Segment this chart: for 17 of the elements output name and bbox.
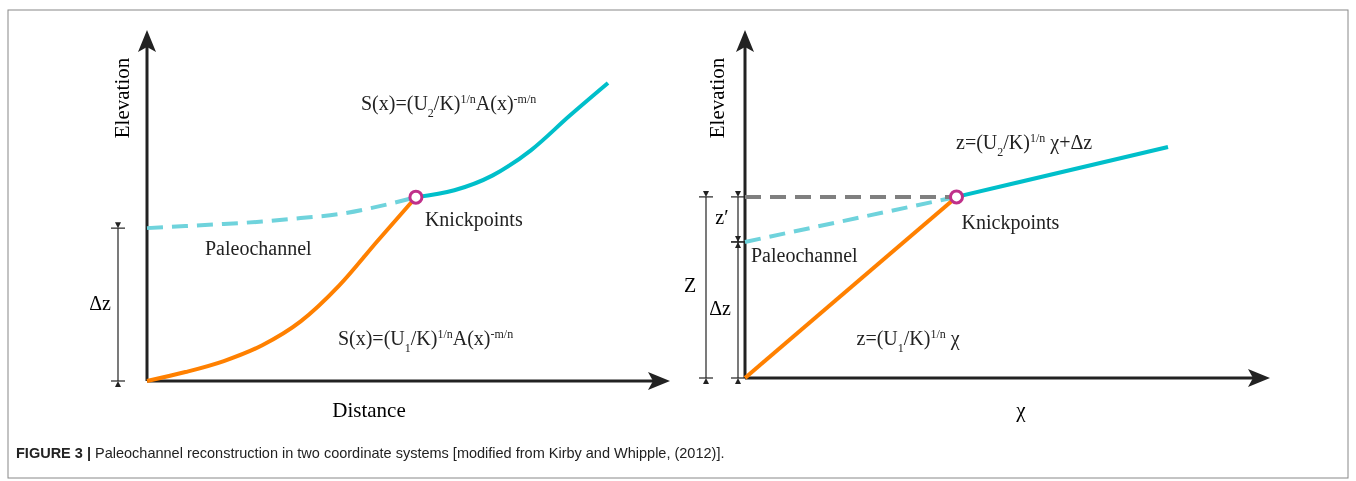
- x-axis-title: Distance: [332, 398, 406, 422]
- text: z′: [715, 206, 729, 229]
- caption: FIGURE 3 | Paleochannel reconstruction in two coordinate systems [modified from Kirby and Whipple, (2012)].: [16, 445, 725, 461]
- series-label: Paleochannel: [205, 237, 313, 260]
- series-label: z=(U$_{1}$/K)$^{1/n}$ χ: [856, 326, 960, 355]
- series-label: S(x)=(U$_{2}$/K)$^{1/n}$A(x)$^{-m/n}$: [361, 92, 537, 120]
- x-axis-title: χ: [1015, 398, 1027, 422]
- text: Δz: [89, 291, 111, 314]
- series-label: z=(U$_{2}$/K)$^{1/n}$ χ+Δz: [956, 131, 1093, 159]
- annotation: Knickpoints: [961, 210, 1060, 234]
- annotation: Knickpoints: [424, 208, 523, 232]
- y-axis-title: Elevation: [704, 57, 729, 139]
- series-label: Paleochannel: [751, 243, 859, 266]
- text: Z: [683, 274, 697, 297]
- y-axis-title: Elevation: [109, 57, 134, 139]
- text: Δz: [709, 296, 731, 319]
- series-label: S(x)=(U$_{1}$/K)$^{1/n}$A(x)$^{-m/n}$: [337, 327, 514, 356]
